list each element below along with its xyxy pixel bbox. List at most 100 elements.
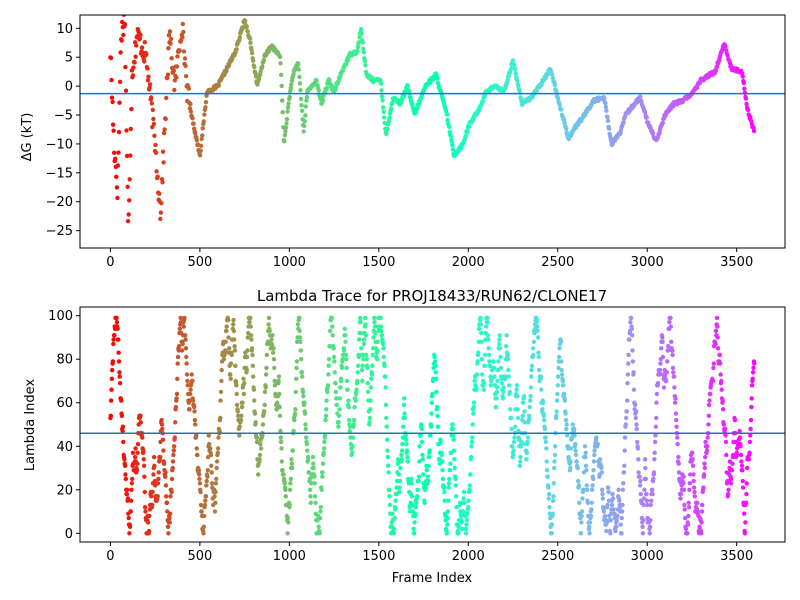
lambda-point xyxy=(350,435,356,440)
dg-point xyxy=(559,107,564,112)
lambda-point xyxy=(615,513,620,519)
dg-point xyxy=(183,63,188,69)
lambda-point xyxy=(464,518,470,523)
lambda-point xyxy=(271,350,276,355)
lambda-point xyxy=(290,465,295,471)
lambda-point xyxy=(461,489,467,495)
lambda-point xyxy=(506,374,511,379)
dg-y-axis: −25 −20 −15 −10 −5 0 5 10 xyxy=(46,22,80,239)
lambda-point xyxy=(363,322,368,327)
lambda-point xyxy=(132,454,138,460)
lambda-point xyxy=(749,383,755,388)
lambda-point xyxy=(701,485,706,490)
lambda-point xyxy=(252,411,258,416)
lambda-point xyxy=(719,378,724,384)
dg-point xyxy=(723,44,728,49)
lambda-point xyxy=(544,446,549,451)
lambda-point xyxy=(368,398,373,403)
lambda-point xyxy=(419,439,425,445)
lambda-point xyxy=(544,459,549,464)
lambda-point xyxy=(606,489,611,495)
lambda-point xyxy=(614,518,619,523)
dg-point xyxy=(134,43,139,48)
lambda-point xyxy=(428,424,434,429)
lambda-point xyxy=(738,452,744,458)
lambda-point xyxy=(413,505,418,510)
lambda-point xyxy=(384,437,390,442)
dg-point xyxy=(743,96,749,101)
dg-point xyxy=(316,88,321,93)
lambda-point xyxy=(442,489,447,495)
lambda-point xyxy=(343,339,348,344)
lambda-point xyxy=(361,357,366,362)
dg-point xyxy=(555,96,561,101)
lambda-point xyxy=(348,424,353,429)
lambda-point xyxy=(385,454,390,460)
dg-point xyxy=(299,108,305,114)
lambda-point xyxy=(604,528,609,534)
x-tick-label: 1500 xyxy=(362,255,395,270)
lambda-point xyxy=(665,359,670,364)
lambda-point xyxy=(355,363,361,368)
lambda-point xyxy=(492,374,497,379)
lambda-point xyxy=(404,448,410,453)
lambda-point xyxy=(297,328,302,334)
lambda-point xyxy=(497,337,502,342)
lambda-point xyxy=(669,339,674,344)
lambda-point xyxy=(403,433,408,438)
lambda-point xyxy=(352,404,357,410)
lambda-point xyxy=(660,335,665,340)
lambda-point xyxy=(453,483,458,488)
lambda-point xyxy=(287,487,293,492)
lambda-point xyxy=(403,437,409,442)
lambda-point xyxy=(189,372,194,377)
dg-point xyxy=(742,86,747,92)
lambda-point xyxy=(276,378,281,384)
lambda-point xyxy=(711,365,716,371)
lambda-point xyxy=(372,320,377,325)
lambda-point xyxy=(221,357,227,362)
lambda-point xyxy=(469,439,475,445)
lambda-point xyxy=(497,346,503,351)
lambda-point xyxy=(659,346,664,351)
lambda-point xyxy=(257,452,263,458)
lambda-point xyxy=(494,396,499,401)
lambda-point xyxy=(573,448,578,453)
lambda-point xyxy=(692,494,697,499)
lambda-point xyxy=(482,363,487,368)
dg-scatter-points xyxy=(108,15,757,224)
dg-point xyxy=(288,85,293,91)
lambda-point xyxy=(338,385,343,390)
lambda-point xyxy=(219,378,224,384)
dg-point xyxy=(359,31,364,36)
lambda-point xyxy=(365,389,371,395)
lambda-point xyxy=(163,474,168,479)
dg-point xyxy=(289,82,294,87)
lambda-point xyxy=(685,531,690,536)
lambda-point xyxy=(749,396,754,401)
lambda-point xyxy=(158,454,163,460)
lambda-point xyxy=(463,526,468,532)
lambda-point xyxy=(450,426,456,432)
lambda-point xyxy=(387,494,392,499)
lambda-point xyxy=(602,513,608,519)
dg-point xyxy=(237,35,242,40)
dg-point xyxy=(152,133,157,138)
lambda-point xyxy=(135,450,140,455)
lambda-point xyxy=(399,448,405,453)
dg-point xyxy=(378,81,384,86)
lambda-point xyxy=(426,478,431,484)
lambda-point xyxy=(285,531,290,536)
lambda-point xyxy=(285,515,291,521)
lambda-point xyxy=(624,409,629,414)
dg-point xyxy=(174,64,180,69)
lambda-point xyxy=(119,413,125,418)
lambda-point xyxy=(108,398,114,403)
lambda-point xyxy=(194,446,199,451)
lambda-point xyxy=(142,505,148,510)
lambda-point xyxy=(241,376,246,381)
lambda-point xyxy=(372,315,377,321)
dg-point xyxy=(510,58,516,63)
lambda-point xyxy=(183,346,189,351)
dg-point xyxy=(389,106,394,111)
